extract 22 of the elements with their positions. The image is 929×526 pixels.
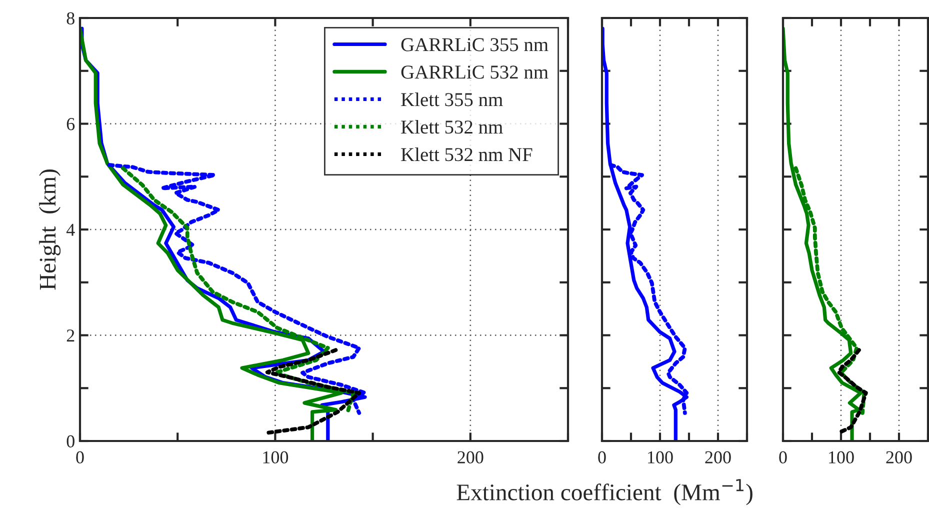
- y-tick-label: 4: [66, 224, 75, 236]
- x-tick-label: 200: [458, 451, 484, 464]
- legend-label: Klett 532 nm NF: [401, 147, 532, 162]
- legend-label: Klett 355 nm: [401, 92, 503, 106]
- x-tick-label: 100: [648, 451, 673, 464]
- y-tick-label: 0: [66, 435, 74, 448]
- y-axis-title: Height (km): [39, 170, 61, 290]
- legend-label: Klett 532 nm: [401, 120, 503, 134]
- y-tick-label: 8: [66, 12, 74, 24]
- x-tick-label: 0: [598, 451, 606, 464]
- x-tick-label: 0: [76, 451, 84, 464]
- legend-label: GARRLiC 355 nm: [401, 38, 548, 52]
- x-axis-title: Extinction coefficient (Mm$^{−1}$): [456, 479, 752, 506]
- line-series: [263, 348, 362, 436]
- x-tick-label: 100: [829, 451, 854, 464]
- x-tick-label: 200: [886, 451, 912, 464]
- y-tick-label: 2: [66, 330, 74, 342]
- x-tick-label: 200: [705, 451, 731, 464]
- y-tick-label: 6: [66, 118, 75, 130]
- x-tick-label: 100: [263, 451, 288, 464]
- x-tick-label: 0: [779, 451, 787, 464]
- legend-label: GARRLiC 532 nm: [401, 66, 548, 79]
